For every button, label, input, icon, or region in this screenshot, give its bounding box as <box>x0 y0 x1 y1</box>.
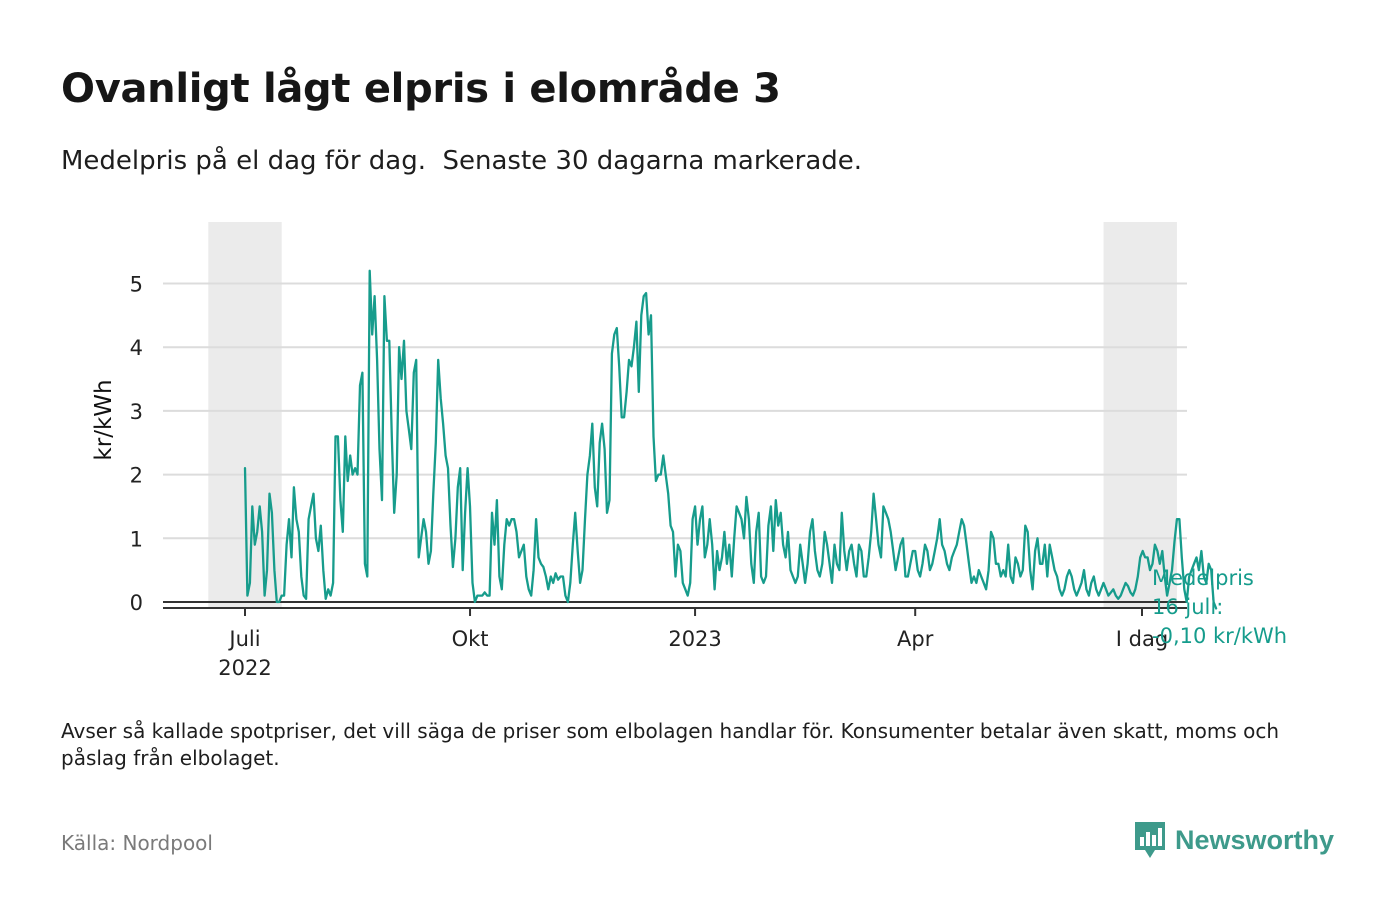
x-tick-sublabel-1: 2022 <box>218 656 271 680</box>
y-axis-label: kr/kWh <box>91 379 117 460</box>
highlight-band-2 <box>1103 222 1177 608</box>
x-tick-label-3: 2023 <box>668 627 721 651</box>
annotation-line-1: Medelpris <box>1152 566 1254 590</box>
chart-subtitle: Medelpris på el dag för dag. Senaste 30 … <box>61 146 863 176</box>
highlight-band-1 <box>208 222 282 608</box>
logo-text: Newsworthy <box>1175 824 1335 855</box>
newsworthy-logo: Newsworthy <box>1133 820 1334 860</box>
x-tick-label-2: Okt <box>452 627 489 651</box>
highlight-periods <box>208 222 1177 608</box>
chart-title: Ovanligt lågt elpris i elområde 3 <box>61 66 781 112</box>
y-axis-ticks: 0 1 2 3 4 5 <box>130 273 143 616</box>
bar-chart-speech-icon <box>1135 822 1165 858</box>
footnote: Avser så kallade spotpriser, det vill sä… <box>61 719 1280 770</box>
y-tick-label-3: 3 <box>130 400 143 424</box>
last-value-annotation: Medelpris 16 juli: -0,10 kr/kWh <box>1152 566 1287 648</box>
annotation-line-2: 16 juli: <box>1152 595 1223 619</box>
y-tick-label-4: 4 <box>130 336 143 360</box>
series-line-medelpris <box>243 269 1218 610</box>
y-tick-label-2: 2 <box>130 464 143 488</box>
y-tick-label-0: 0 <box>130 591 143 615</box>
x-tick-label-4: Apr <box>897 627 934 651</box>
annotation-line-3: -0,10 kr/kWh <box>1152 624 1287 648</box>
gridlines <box>163 282 1187 540</box>
y-tick-label-1: 1 <box>130 527 143 551</box>
price-series <box>243 269 1218 610</box>
x-axis: Juli 2022 Okt 2023 Apr I dag <box>163 601 1187 680</box>
x-tick-label-1: Juli <box>227 627 260 651</box>
line-chart: 0 1 2 3 4 5 Juli 2022 Okt 2023 Apr I dag kr/kWh Me… <box>91 222 1287 680</box>
x-tick-label-5: I dag <box>1116 627 1168 651</box>
y-tick-label-5: 5 <box>130 273 143 297</box>
source-credit: Källa: Nordpool <box>61 831 213 855</box>
